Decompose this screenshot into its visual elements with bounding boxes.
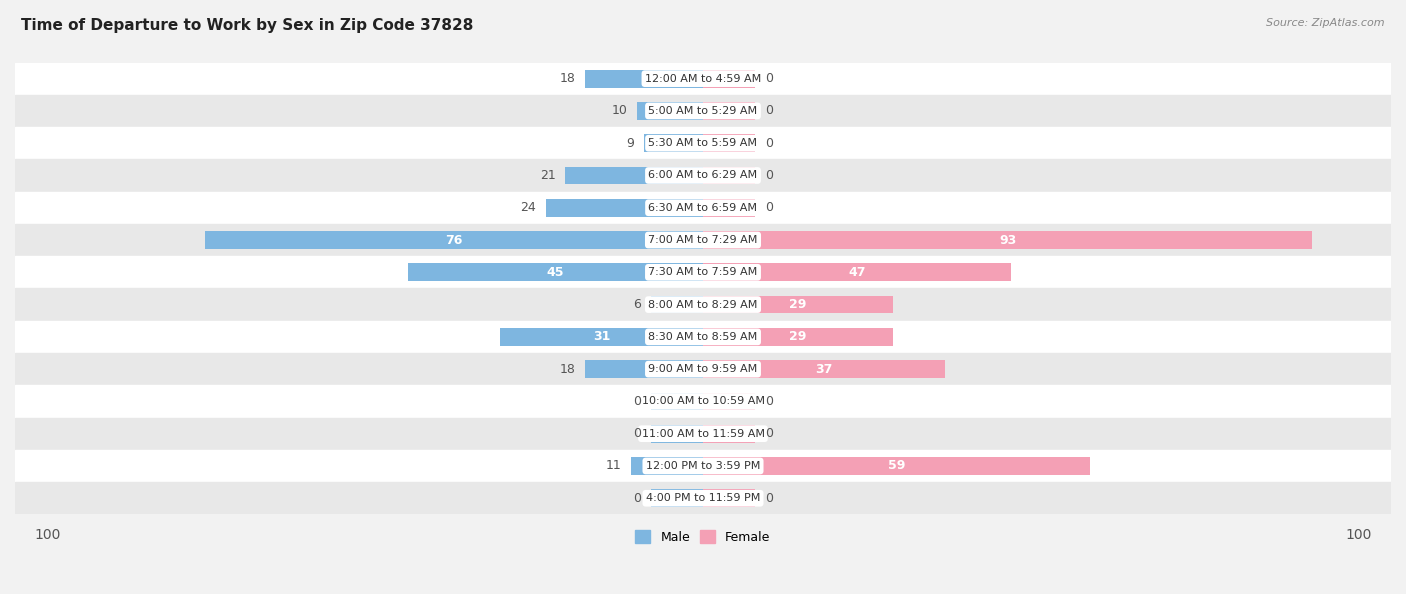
Text: 29: 29 xyxy=(789,330,807,343)
Text: 7:30 AM to 7:59 AM: 7:30 AM to 7:59 AM xyxy=(648,267,758,277)
Text: 31: 31 xyxy=(593,330,610,343)
Bar xyxy=(15,62,1391,95)
Bar xyxy=(703,231,1312,249)
Text: 0: 0 xyxy=(765,492,773,505)
Text: 76: 76 xyxy=(446,233,463,247)
Bar xyxy=(631,457,703,475)
Bar xyxy=(651,296,703,314)
Text: 0: 0 xyxy=(765,395,773,408)
Bar xyxy=(703,489,755,507)
Bar xyxy=(703,393,755,410)
Bar xyxy=(15,289,1391,321)
Bar xyxy=(651,489,703,507)
Bar xyxy=(15,418,1391,450)
Text: Time of Departure to Work by Sex in Zip Code 37828: Time of Departure to Work by Sex in Zip … xyxy=(21,18,474,33)
Bar xyxy=(703,199,755,217)
Bar xyxy=(15,256,1391,289)
Bar xyxy=(15,386,1391,418)
Bar xyxy=(546,199,703,217)
Bar xyxy=(644,134,703,152)
Text: 47: 47 xyxy=(848,266,866,279)
Text: 45: 45 xyxy=(547,266,564,279)
Bar xyxy=(703,166,755,184)
Text: 5:00 AM to 5:29 AM: 5:00 AM to 5:29 AM xyxy=(648,106,758,116)
Text: 0: 0 xyxy=(765,169,773,182)
Text: 29: 29 xyxy=(789,298,807,311)
Bar xyxy=(15,159,1391,192)
Bar xyxy=(15,321,1391,353)
Bar xyxy=(703,263,1011,281)
Bar xyxy=(408,263,703,281)
Bar xyxy=(703,425,755,443)
Text: 0: 0 xyxy=(765,137,773,150)
Text: 18: 18 xyxy=(560,72,575,85)
Text: 0: 0 xyxy=(765,201,773,214)
Text: 37: 37 xyxy=(815,363,832,375)
Text: 5:30 AM to 5:59 AM: 5:30 AM to 5:59 AM xyxy=(648,138,758,148)
Text: 6:00 AM to 6:29 AM: 6:00 AM to 6:29 AM xyxy=(648,170,758,181)
Text: 4:00 PM to 11:59 PM: 4:00 PM to 11:59 PM xyxy=(645,493,761,503)
Text: 24: 24 xyxy=(520,201,536,214)
Bar xyxy=(703,69,755,87)
Text: 18: 18 xyxy=(560,363,575,375)
Bar xyxy=(15,482,1391,514)
Text: 0: 0 xyxy=(765,72,773,85)
Bar xyxy=(703,296,893,314)
Bar xyxy=(585,361,703,378)
Bar xyxy=(703,457,1090,475)
Bar xyxy=(15,95,1391,127)
Bar xyxy=(703,328,893,346)
Bar xyxy=(565,166,703,184)
Text: 0: 0 xyxy=(633,492,641,505)
Bar xyxy=(703,102,755,120)
Text: 12:00 AM to 4:59 AM: 12:00 AM to 4:59 AM xyxy=(645,74,761,84)
Bar xyxy=(15,353,1391,386)
Bar xyxy=(651,425,703,443)
Text: 10:00 AM to 10:59 AM: 10:00 AM to 10:59 AM xyxy=(641,396,765,406)
Bar xyxy=(585,69,703,87)
Text: 8:00 AM to 8:29 AM: 8:00 AM to 8:29 AM xyxy=(648,299,758,309)
Text: 9:00 AM to 9:59 AM: 9:00 AM to 9:59 AM xyxy=(648,364,758,374)
Bar xyxy=(205,231,703,249)
Text: 6:30 AM to 6:59 AM: 6:30 AM to 6:59 AM xyxy=(648,203,758,213)
Bar xyxy=(15,127,1391,159)
Text: 12:00 PM to 3:59 PM: 12:00 PM to 3:59 PM xyxy=(645,461,761,471)
Text: 10: 10 xyxy=(612,105,627,118)
Text: 0: 0 xyxy=(765,105,773,118)
Text: 11:00 AM to 11:59 AM: 11:00 AM to 11:59 AM xyxy=(641,429,765,439)
Text: 7:00 AM to 7:29 AM: 7:00 AM to 7:29 AM xyxy=(648,235,758,245)
Bar xyxy=(15,450,1391,482)
Text: 9: 9 xyxy=(626,137,634,150)
Text: 0: 0 xyxy=(765,427,773,440)
Text: Source: ZipAtlas.com: Source: ZipAtlas.com xyxy=(1267,18,1385,28)
Text: 11: 11 xyxy=(606,460,621,472)
Text: 8:30 AM to 8:59 AM: 8:30 AM to 8:59 AM xyxy=(648,332,758,342)
Text: 21: 21 xyxy=(540,169,555,182)
Bar xyxy=(15,224,1391,256)
Bar xyxy=(501,328,703,346)
Bar xyxy=(703,361,945,378)
Bar xyxy=(703,134,755,152)
Text: 93: 93 xyxy=(1000,233,1017,247)
Bar xyxy=(15,192,1391,224)
Text: 0: 0 xyxy=(633,395,641,408)
Bar xyxy=(637,102,703,120)
Text: 6: 6 xyxy=(633,298,641,311)
Legend: Male, Female: Male, Female xyxy=(630,525,776,549)
Text: 0: 0 xyxy=(633,427,641,440)
Text: 59: 59 xyxy=(887,460,905,472)
Bar xyxy=(651,393,703,410)
